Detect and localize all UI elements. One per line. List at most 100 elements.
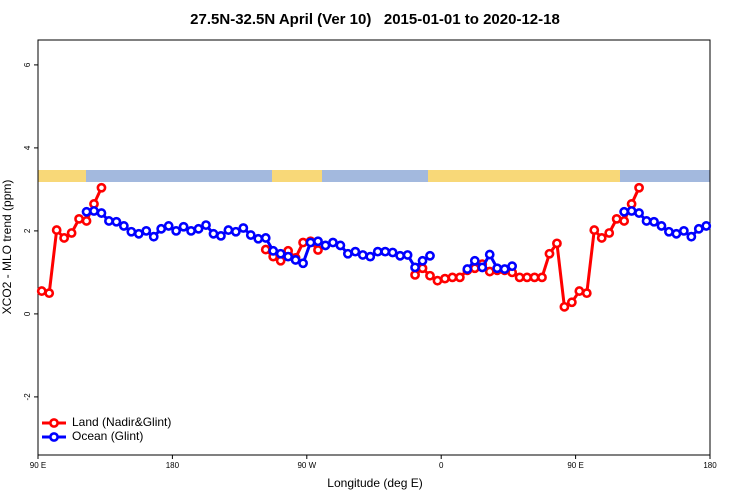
legend-label: Ocean (Glint): [72, 429, 143, 443]
point: [410, 262, 420, 273]
point: [230, 226, 241, 237]
point: [193, 223, 204, 234]
point: [634, 182, 644, 193]
point: [372, 246, 383, 257]
series: [36, 182, 644, 312]
point: [74, 213, 84, 224]
point: [298, 258, 308, 269]
legend-marker: [49, 418, 59, 428]
point: [275, 248, 286, 259]
point: [641, 216, 652, 226]
point: [268, 245, 279, 256]
point: [686, 231, 697, 242]
x-tick-label: 90 E: [30, 461, 46, 470]
point: [581, 288, 592, 299]
point: [171, 225, 182, 236]
point: [649, 216, 659, 227]
point: [66, 228, 77, 238]
point: [664, 226, 674, 237]
point: [596, 233, 607, 243]
point: [425, 270, 435, 281]
y-tick-label: 6: [23, 62, 32, 67]
point: [529, 272, 540, 283]
point: [522, 272, 532, 283]
point: [656, 221, 667, 231]
point: [514, 272, 525, 283]
point: [574, 286, 585, 296]
point: [469, 255, 480, 266]
land-strip: [38, 170, 86, 182]
point: [507, 261, 518, 272]
point: [395, 250, 406, 261]
point: [260, 233, 271, 243]
point: [59, 233, 70, 243]
point: [402, 250, 413, 260]
point: [51, 225, 62, 235]
point: [89, 206, 99, 216]
point: [81, 206, 92, 217]
point: [626, 206, 637, 216]
point: [223, 225, 234, 235]
point: [290, 255, 301, 265]
x-tick-label: 90 E: [567, 461, 583, 470]
point: [141, 225, 152, 236]
point: [410, 269, 420, 280]
point: [484, 249, 495, 260]
land-strip: [272, 170, 322, 182]
point: [619, 206, 630, 217]
point: [432, 275, 443, 286]
land-ocean-strip: [38, 170, 710, 182]
point: [260, 244, 271, 255]
point: [454, 272, 465, 283]
point: [208, 228, 219, 239]
point: [305, 237, 316, 248]
point: [44, 288, 55, 299]
point: [133, 228, 144, 239]
point: [566, 297, 577, 308]
point: [701, 221, 712, 231]
point: [537, 272, 547, 283]
y-axis-label: XCO2 - MLO trend (ppm): [0, 180, 14, 315]
point: [328, 237, 338, 248]
point: [462, 264, 473, 274]
point: [417, 263, 428, 274]
point: [604, 228, 615, 238]
point: [238, 223, 249, 233]
point: [335, 240, 346, 251]
point: [499, 264, 510, 274]
point: [387, 247, 398, 258]
plot-frame: [37, 39, 711, 456]
point: [313, 245, 323, 255]
point: [342, 248, 353, 259]
point: [201, 220, 211, 230]
point: [253, 233, 264, 244]
point: [216, 230, 226, 241]
chart-title: 27.5N-32.5N April (Ver 10) 2015-01-01 to…: [190, 11, 560, 28]
point: [611, 213, 622, 224]
series: [81, 206, 712, 274]
point: [671, 228, 682, 239]
x-tick-label: 180: [703, 461, 717, 470]
point: [104, 216, 114, 226]
y-tick-label: 0: [23, 311, 32, 316]
point: [96, 208, 107, 218]
point: [313, 236, 323, 247]
point: [484, 266, 495, 277]
land-strip: [428, 170, 620, 182]
point: [245, 230, 256, 240]
point: [320, 240, 331, 251]
legend-label: Land (Nadir&Glint): [72, 415, 171, 429]
point: [417, 255, 428, 266]
x-axis-label: Longitude (deg E): [327, 476, 422, 490]
point: [111, 216, 122, 227]
point: [298, 237, 308, 248]
point: [156, 223, 167, 234]
point: [283, 251, 294, 262]
point: [619, 216, 630, 226]
legend-marker: [49, 432, 59, 442]
point: [552, 238, 562, 249]
point: [425, 250, 435, 261]
point: [365, 251, 376, 262]
point: [678, 225, 689, 236]
point: [634, 208, 644, 218]
